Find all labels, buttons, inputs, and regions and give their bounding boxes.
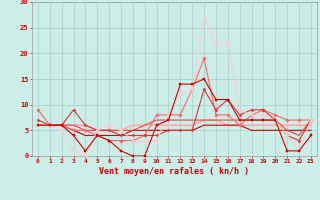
X-axis label: Vent moyen/en rafales ( kn/h ): Vent moyen/en rafales ( kn/h ) (100, 167, 249, 176)
